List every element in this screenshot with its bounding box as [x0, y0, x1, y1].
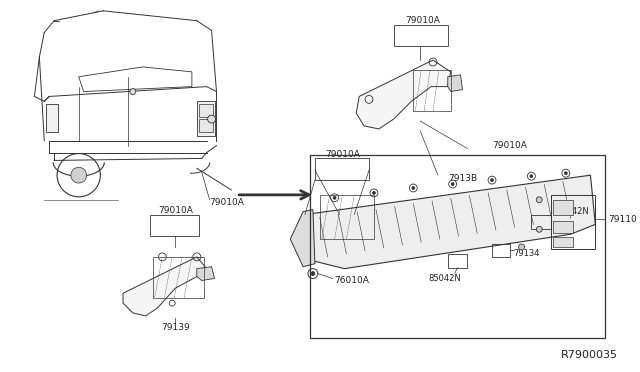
- Text: 79110: 79110: [608, 215, 637, 224]
- Polygon shape: [291, 209, 315, 267]
- Text: 79010A: 79010A: [210, 198, 244, 207]
- Bar: [553, 200, 573, 215]
- Text: 85042N: 85042N: [428, 274, 461, 283]
- Bar: [152, 257, 204, 298]
- Bar: [310, 155, 605, 337]
- Bar: [46, 104, 58, 132]
- Circle shape: [536, 197, 542, 203]
- Text: 7913B: 7913B: [448, 174, 477, 183]
- Bar: [150, 215, 199, 236]
- Circle shape: [412, 186, 415, 189]
- Text: 79010A: 79010A: [406, 16, 440, 25]
- Circle shape: [564, 172, 567, 175]
- Polygon shape: [197, 267, 214, 280]
- Bar: [553, 221, 573, 233]
- Text: 76010A: 76010A: [335, 276, 369, 285]
- Bar: [531, 215, 551, 229]
- Text: 79010A: 79010A: [325, 150, 360, 159]
- Bar: [199, 119, 212, 132]
- Bar: [197, 102, 214, 136]
- Bar: [413, 70, 451, 111]
- Bar: [320, 195, 374, 239]
- Circle shape: [518, 244, 525, 250]
- Polygon shape: [448, 75, 463, 92]
- Text: R7900035: R7900035: [561, 350, 618, 360]
- Circle shape: [490, 179, 493, 182]
- Circle shape: [207, 115, 216, 123]
- Circle shape: [333, 196, 336, 199]
- Text: 79010A: 79010A: [157, 206, 193, 215]
- Circle shape: [311, 272, 315, 276]
- Bar: [315, 158, 369, 180]
- Bar: [448, 254, 467, 268]
- Bar: [492, 244, 509, 257]
- Bar: [553, 237, 573, 247]
- Bar: [199, 104, 212, 117]
- Circle shape: [530, 175, 533, 178]
- Bar: [394, 25, 448, 46]
- Polygon shape: [356, 60, 451, 129]
- Circle shape: [536, 226, 542, 232]
- Bar: [551, 195, 595, 249]
- Circle shape: [130, 89, 136, 94]
- Polygon shape: [305, 175, 595, 269]
- Text: 85042N: 85042N: [556, 207, 589, 216]
- Circle shape: [71, 167, 86, 183]
- Circle shape: [372, 192, 376, 194]
- Text: 79139: 79139: [161, 323, 189, 332]
- Text: 79134: 79134: [514, 249, 540, 259]
- Polygon shape: [123, 257, 207, 316]
- Text: 79010A: 79010A: [492, 141, 527, 150]
- Circle shape: [451, 183, 454, 186]
